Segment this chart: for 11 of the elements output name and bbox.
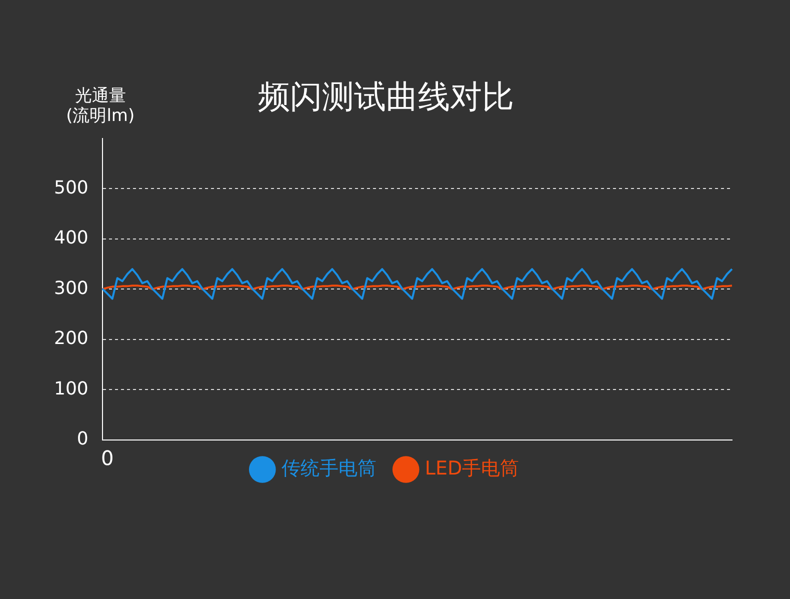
y-axis-title: 光通量 (流明lm) <box>66 86 135 126</box>
legend-label: 传统手电筒 <box>281 457 376 480</box>
y-tick-label: 500 <box>54 177 88 198</box>
y-tick-label: 200 <box>54 328 88 350</box>
y-tick-label: 0 <box>76 428 88 450</box>
y-tick-label: 100 <box>54 378 88 400</box>
text: 0 <box>100 446 114 470</box>
y-tick-label: 300 <box>54 278 88 299</box>
y-tick-label: 400 <box>54 228 88 249</box>
legend-label: LED手电筒 <box>424 457 520 480</box>
chart-title: 频闪测试曲线对比 <box>258 78 514 116</box>
